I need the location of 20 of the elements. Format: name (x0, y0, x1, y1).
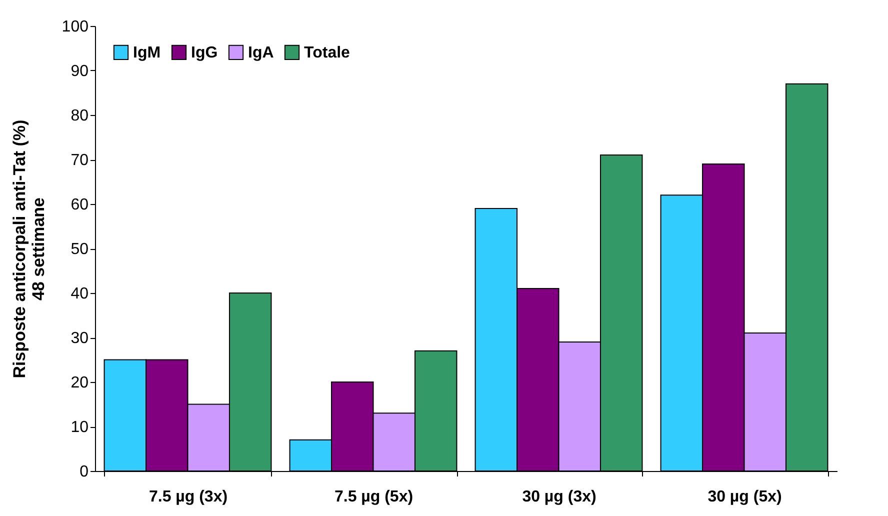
x-tick-label: 7.5 µg (3x) (148, 488, 228, 506)
y-tick-label: 20 (70, 374, 89, 392)
legend-label: IgA (248, 44, 274, 62)
x-tick-label: 30 µg (3x) (522, 488, 596, 506)
y-tick-label: 60 (70, 196, 89, 214)
y-tick-label: 80 (70, 108, 89, 124)
y-tick-label: 70 (70, 152, 89, 169)
y-tick-label: 10 (70, 419, 89, 436)
x-tick-label: 7.5 µg (5x) (334, 488, 414, 506)
y-tick-label: 100 (62, 18, 89, 36)
y-tick-label: 30 (70, 330, 89, 347)
legend-label: Totale (304, 44, 350, 62)
y-tick-label: 0 (80, 464, 89, 480)
x-tick-label: 30 µg (5x) (708, 488, 782, 506)
legend-label: IgM (133, 44, 161, 62)
legend-label: IgG (191, 44, 218, 62)
y-tick-label: 40 (70, 286, 89, 302)
y-axis-title: Risposte anticorpali anti-Tat (%) 48 settimane (10, 120, 48, 378)
y-tick-label: 50 (70, 241, 89, 258)
y-tick-label: 90 (70, 63, 89, 80)
